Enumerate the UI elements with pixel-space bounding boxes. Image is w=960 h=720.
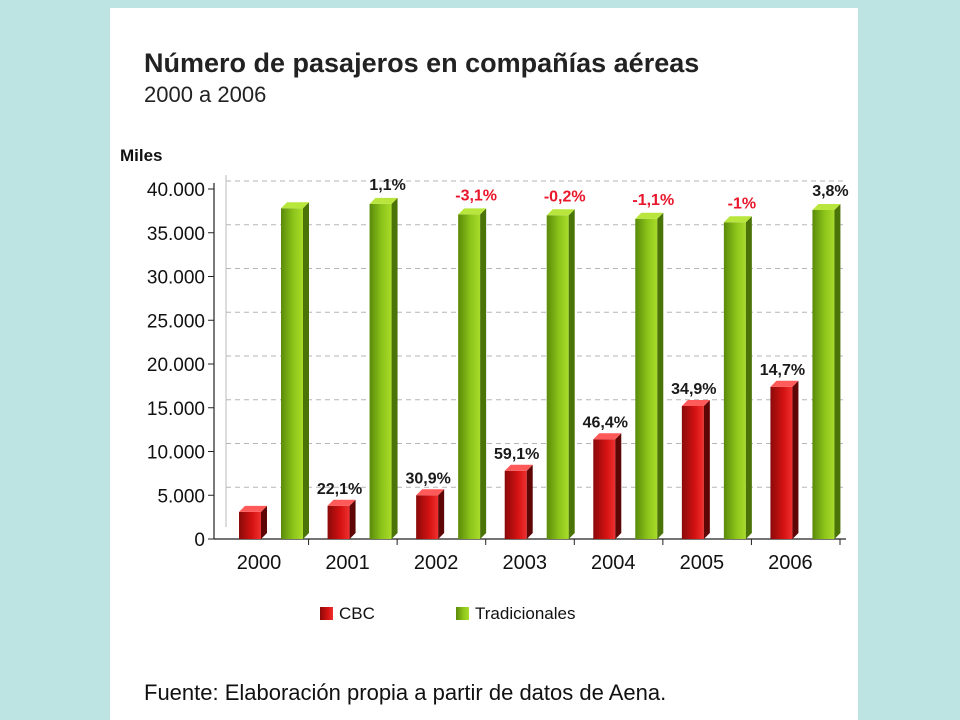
bar-top	[281, 202, 309, 209]
bar-top	[812, 204, 841, 210]
bar-cbc-2006	[770, 386, 793, 539]
bar-tradicionales-2003	[546, 215, 569, 539]
bar-side	[657, 212, 664, 539]
bar-tradicionales-2000	[281, 208, 303, 539]
bar-side	[792, 380, 799, 539]
bar-top	[681, 400, 710, 406]
bar-side	[303, 202, 309, 539]
x-tick-label: 2000	[237, 552, 282, 574]
bar-side	[703, 400, 710, 539]
y-tick-label: 40.000	[147, 180, 205, 201]
bar-side	[615, 433, 622, 539]
bar-tradicionales-2001	[369, 203, 392, 539]
bar-top	[593, 433, 622, 440]
x-tick-label: 2005	[680, 552, 725, 574]
bar-top	[504, 464, 533, 471]
bar-side	[480, 208, 487, 539]
data-label: -1%	[728, 195, 756, 212]
y-axis-label: Miles	[120, 146, 163, 165]
bar-cbc-2000	[239, 511, 261, 539]
bar-top	[458, 208, 487, 215]
y-tick-label: 15.000	[147, 399, 205, 420]
bar-top	[416, 489, 445, 496]
data-label: 34,9%	[671, 381, 716, 398]
data-label: 14,7%	[760, 362, 805, 379]
bar-tradicionales-2002	[458, 214, 481, 539]
legend-label: Tradicionales	[475, 604, 575, 623]
bar-side	[349, 499, 356, 539]
bar-cbc-2003	[504, 470, 527, 539]
legend-label: CBC	[339, 604, 375, 623]
bar-top	[369, 197, 398, 204]
data-label: 59,1%	[494, 446, 539, 463]
bar-cbc-2004	[593, 439, 616, 539]
bar-top	[770, 380, 799, 387]
bar-side	[261, 505, 267, 539]
y-tick-label: 5.000	[157, 486, 205, 507]
bar-top	[239, 505, 267, 512]
data-label: -3,1%	[455, 187, 497, 204]
data-label: -0,2%	[544, 188, 586, 205]
y-tick-label: 10.000	[147, 443, 205, 464]
bar-side	[391, 197, 398, 539]
y-tick-label: 20.000	[147, 355, 205, 376]
y-tick-label: 25.000	[147, 311, 205, 332]
bar-cbc-2002	[416, 495, 439, 539]
chart-subtitle: 2000 a 2006	[144, 82, 267, 107]
data-label: 46,4%	[583, 414, 628, 431]
bar-tradicionales-2005	[723, 222, 746, 539]
source-note: Fuente: Elaboración propia a partir de d…	[144, 680, 667, 705]
legend-swatch	[320, 607, 333, 620]
chart-panel: Número de pasajeros en compañías aéreas …	[110, 8, 858, 720]
data-label: 30,9%	[405, 470, 450, 487]
bar-cbc-2005	[681, 406, 704, 539]
data-label: 1,1%	[369, 177, 405, 194]
data-label: -1,1%	[632, 192, 674, 209]
data-label: 3,8%	[812, 183, 848, 200]
x-tick-label: 2004	[591, 552, 636, 574]
y-tick-label: 35.000	[147, 224, 205, 245]
y-tick-label: 30.000	[147, 268, 205, 289]
bar-top	[635, 212, 664, 219]
bar-side	[438, 489, 445, 539]
y-tick-label: 0	[194, 530, 205, 551]
bar-tradicionales-2006	[812, 210, 835, 539]
data-label: 22,1%	[317, 481, 362, 498]
bar-chart: 0 5.000 10.000 15.000 20.000 25.000 30.000 35.0…	[120, 146, 849, 623]
bar-cbc-2001	[327, 505, 350, 539]
x-tick-label: 2003	[502, 552, 547, 574]
x-tick-label: 2006	[768, 552, 813, 574]
chart-title: Número de pasajeros en compañías aéreas	[144, 48, 700, 78]
legend-swatch	[456, 607, 469, 620]
bar-top	[723, 216, 752, 223]
bar-side	[568, 209, 575, 539]
bar-side	[526, 464, 533, 539]
x-tick-label: 2002	[414, 552, 459, 574]
bar-tradicionales-2004	[635, 218, 658, 539]
bar-side	[834, 204, 841, 539]
bar-top	[327, 499, 356, 506]
bar-side	[745, 216, 752, 539]
x-tick-label: 2001	[325, 552, 370, 574]
bar-top	[546, 209, 575, 216]
